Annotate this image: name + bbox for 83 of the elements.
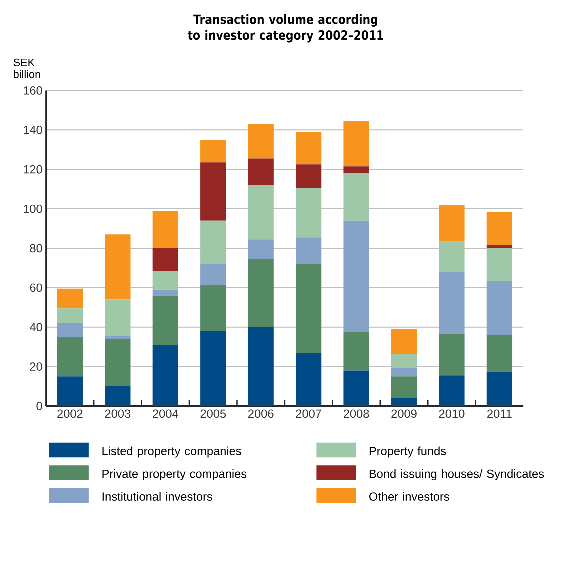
x-tick-label: 2004	[153, 410, 178, 418]
x-tick-label: 2008	[344, 410, 370, 418]
y-tick-label: 140	[24, 126, 42, 134]
bar	[486, 246, 513, 249]
y-tick-label: 60	[30, 284, 42, 292]
bar	[152, 248, 178, 272]
y-tick-label: 40	[30, 323, 42, 332]
y-tick-label: 80	[30, 244, 42, 253]
bar	[105, 300, 131, 336]
bar	[296, 353, 322, 406]
bar	[344, 370, 370, 406]
bar	[486, 248, 513, 282]
bar	[200, 162, 226, 221]
bar	[200, 331, 226, 406]
bar	[439, 205, 465, 242]
x-tick-label: 2006	[248, 410, 274, 418]
legend-label: Institutional investors	[102, 492, 212, 502]
legend-label: Other investors	[370, 492, 450, 502]
bar	[200, 140, 226, 163]
y-tick-label: 20	[30, 362, 42, 372]
bar	[152, 296, 178, 346]
bar	[391, 368, 418, 377]
legend-label: Listed property companies	[102, 446, 242, 458]
y-tick-label: 120	[24, 165, 42, 174]
bar	[248, 158, 274, 186]
bar	[296, 264, 322, 354]
bar	[439, 376, 465, 406]
bar	[391, 398, 418, 406]
bar	[57, 288, 84, 309]
x-tick-label: 2009	[392, 410, 417, 418]
x-tick-label: 2010	[439, 410, 465, 418]
bar	[152, 211, 178, 249]
bar	[248, 185, 274, 240]
chart-title: Transaction volume according to investor category 2002–2011	[188, 14, 384, 43]
bar	[296, 132, 322, 165]
bar	[105, 336, 131, 340]
bar	[391, 329, 418, 354]
bar	[391, 354, 418, 368]
bar	[344, 332, 370, 371]
bar	[248, 240, 274, 260]
bar	[439, 272, 465, 334]
bar	[439, 334, 465, 376]
bar	[57, 337, 84, 377]
bar	[152, 290, 178, 296]
bar	[344, 121, 370, 167]
x-tick-label: 2003	[105, 410, 131, 418]
x-tick-label: 2007	[296, 410, 322, 418]
bar	[105, 234, 131, 300]
legend-label: Private property companies	[102, 470, 247, 481]
bar	[296, 164, 322, 188]
bar	[296, 188, 322, 238]
bar	[486, 212, 513, 246]
y-tick-label: 160	[24, 86, 42, 95]
bar	[105, 339, 131, 387]
bar	[486, 281, 513, 336]
bar	[344, 166, 370, 174]
bar	[200, 284, 226, 332]
legend-label: Bond issuing houses/ Syndicates	[370, 470, 544, 481]
bar	[391, 376, 418, 398]
bar	[200, 264, 226, 285]
legend-label: Property funds	[370, 446, 446, 458]
bar	[105, 386, 131, 406]
y-tick-label: 0	[36, 402, 42, 410]
bar	[486, 335, 513, 372]
y-axis-title: SEK billion	[14, 58, 40, 78]
bar	[439, 242, 465, 272]
bar	[296, 238, 322, 264]
bar	[248, 124, 274, 159]
bar	[57, 308, 84, 324]
x-tick-label: 2002	[58, 410, 83, 418]
bar	[248, 327, 274, 406]
bar	[248, 259, 274, 328]
x-tick-label: 2011	[488, 410, 512, 418]
y-tick-label: 100	[24, 204, 42, 214]
bar	[344, 220, 370, 332]
bar	[486, 372, 513, 406]
bar	[344, 174, 370, 221]
bar	[57, 376, 84, 406]
bar	[200, 220, 226, 264]
bar	[57, 323, 84, 338]
bar	[152, 271, 178, 290]
bar	[152, 345, 178, 406]
x-tick-label: 2005	[200, 410, 226, 418]
